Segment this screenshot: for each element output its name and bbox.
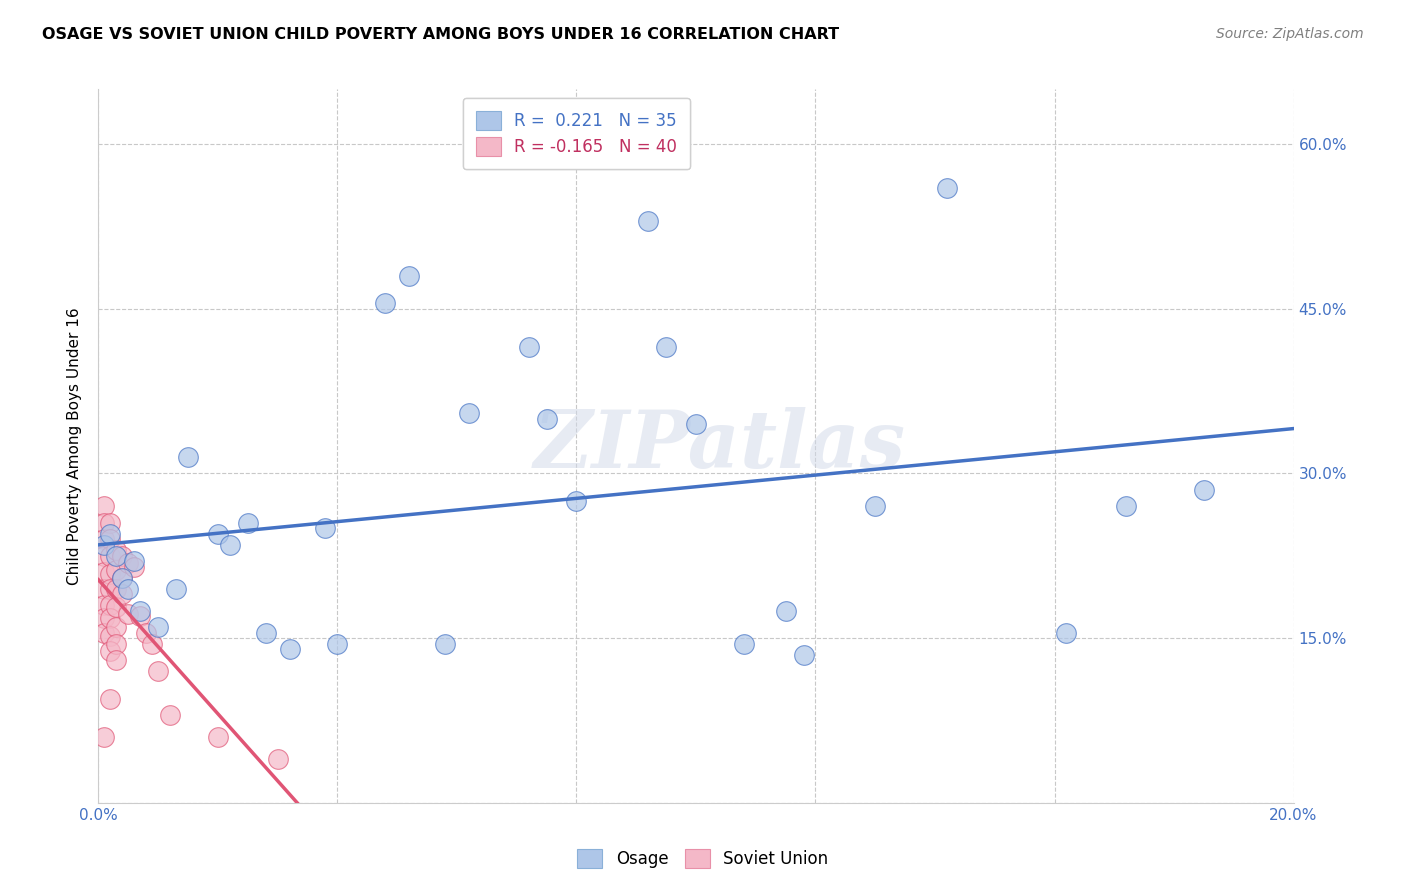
Point	[105, 637, 128, 651]
Text: OSAGE VS SOVIET UNION CHILD POVERTY AMONG BOYS UNDER 16 CORRELATION CHART: OSAGE VS SOVIET UNION CHILD POVERTY AMON…	[42, 27, 839, 42]
Legend: Osage, Soviet Union: Osage, Soviet Union	[571, 842, 835, 875]
Point	[93, 533, 115, 547]
Point	[1192, 483, 1215, 497]
Point	[117, 582, 139, 596]
Point	[93, 625, 115, 640]
Point	[111, 571, 134, 585]
Point	[936, 181, 959, 195]
Point	[105, 563, 128, 577]
Point	[100, 516, 122, 530]
Point	[315, 521, 337, 535]
Point	[93, 598, 115, 612]
Point	[93, 549, 115, 563]
Point	[100, 598, 122, 612]
Point	[93, 538, 115, 552]
Point	[374, 296, 396, 310]
Point	[105, 653, 128, 667]
Point	[93, 611, 115, 625]
Point	[278, 642, 301, 657]
Point	[93, 566, 115, 580]
Point	[1054, 625, 1078, 640]
Point	[111, 571, 134, 585]
Point	[100, 644, 122, 658]
Point	[685, 417, 707, 431]
Point	[148, 664, 170, 678]
Point	[1115, 500, 1137, 514]
Point	[105, 620, 128, 634]
Point	[326, 637, 349, 651]
Point	[93, 582, 115, 596]
Point	[93, 500, 115, 514]
Point	[129, 604, 152, 618]
Point	[100, 582, 122, 596]
Point	[129, 609, 152, 624]
Point	[100, 611, 122, 625]
Point	[655, 340, 678, 354]
Legend: R =  0.221   N = 35, R = -0.165   N = 40: R = 0.221 N = 35, R = -0.165 N = 40	[463, 97, 690, 169]
Point	[865, 500, 887, 514]
Point	[100, 567, 122, 582]
Text: ZIPatlas: ZIPatlas	[534, 408, 905, 484]
Text: Source: ZipAtlas.com: Source: ZipAtlas.com	[1216, 27, 1364, 41]
Point	[398, 268, 420, 283]
Point	[105, 549, 128, 563]
Point	[775, 604, 797, 618]
Point	[111, 587, 134, 601]
Y-axis label: Child Poverty Among Boys Under 16: Child Poverty Among Boys Under 16	[67, 307, 83, 585]
Point	[100, 533, 122, 547]
Point	[124, 559, 146, 574]
Point	[135, 625, 157, 640]
Point	[117, 607, 139, 621]
Point	[93, 730, 115, 744]
Point	[793, 648, 815, 662]
Point	[254, 625, 277, 640]
Point	[565, 494, 588, 508]
Point	[117, 557, 139, 571]
Point	[177, 450, 200, 464]
Point	[105, 543, 128, 558]
Point	[236, 516, 259, 530]
Point	[207, 730, 229, 744]
Point	[267, 752, 290, 766]
Point	[105, 582, 128, 596]
Point	[159, 708, 181, 723]
Point	[105, 600, 128, 615]
Point	[219, 538, 242, 552]
Point	[124, 554, 146, 568]
Point	[733, 637, 755, 651]
Point	[517, 340, 540, 354]
Point	[100, 691, 122, 706]
Point	[141, 637, 163, 651]
Point	[100, 526, 122, 541]
Point	[434, 637, 457, 651]
Point	[637, 214, 659, 228]
Point	[165, 582, 187, 596]
Point	[100, 629, 122, 643]
Point	[458, 406, 481, 420]
Point	[100, 549, 122, 563]
Point	[207, 526, 229, 541]
Point	[536, 411, 558, 425]
Point	[93, 516, 115, 530]
Point	[111, 549, 134, 563]
Point	[148, 620, 170, 634]
